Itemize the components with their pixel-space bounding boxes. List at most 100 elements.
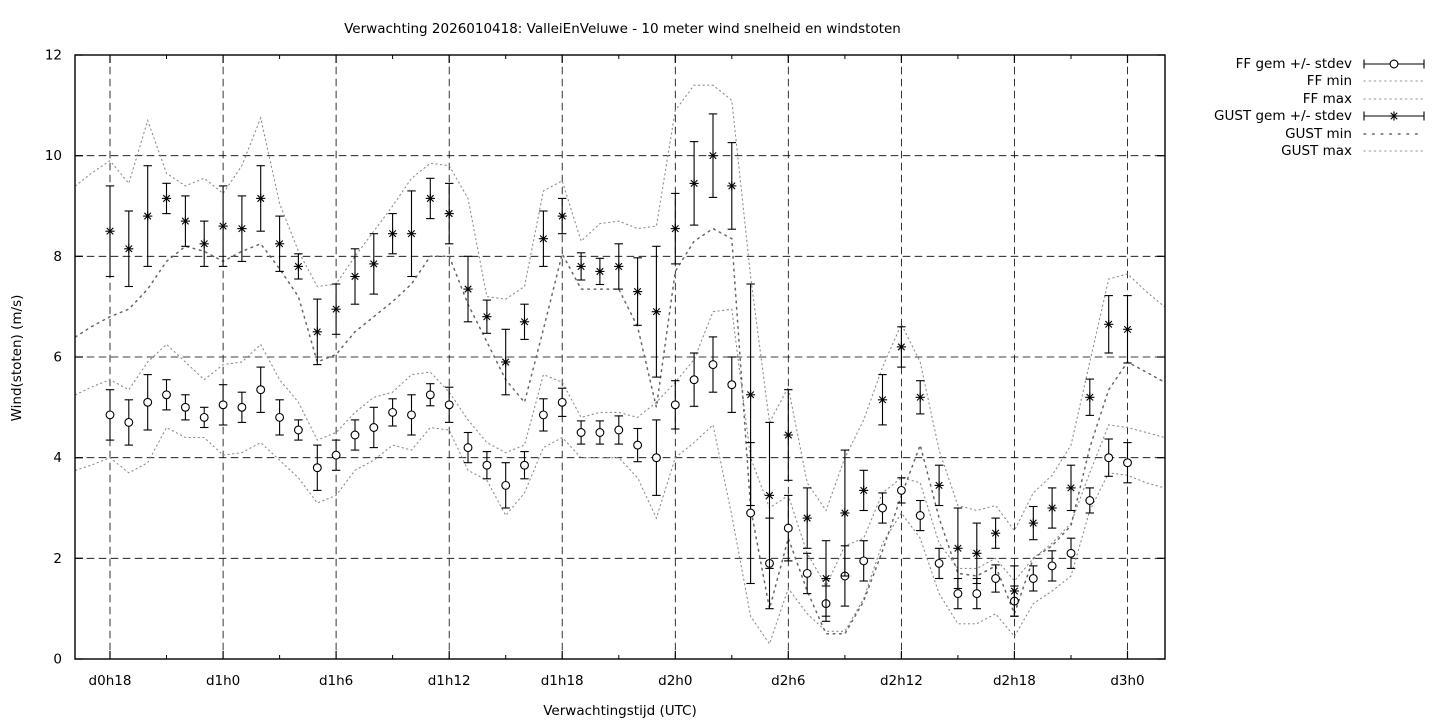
ff-point	[859, 556, 869, 566]
legend: FF gem +/- stdev FF min FF max GUST gem +/-…	[1214, 55, 1426, 160]
ff-point	[520, 460, 529, 470]
ff-point	[199, 412, 209, 422]
gust-point	[802, 513, 812, 523]
legend-item-gust-min: GUST min	[1214, 125, 1426, 143]
gust-point	[972, 548, 982, 558]
y-tick-labels: 0 2 4 6 8 10 12	[45, 48, 62, 668]
gust-point	[237, 224, 247, 234]
ff-point	[501, 480, 511, 490]
ff-point	[256, 385, 266, 395]
ff-point	[350, 430, 360, 440]
ff-point	[312, 463, 322, 473]
ff-point	[331, 450, 341, 460]
ff-min-line	[74, 423, 1166, 646]
legend-label: GUST min	[1285, 125, 1352, 142]
gust-point	[877, 395, 888, 405]
legend-sample-dot-fine	[1363, 150, 1425, 152]
ff-point	[746, 508, 756, 518]
svg-text:d2h18: d2h18	[993, 673, 1036, 689]
ff-point	[425, 390, 435, 400]
gust-point	[256, 193, 266, 203]
legend-item-gust-gem-stdev: GUST gem +/- stdev	[1214, 108, 1426, 126]
gust-point	[143, 211, 153, 221]
gust-point	[180, 216, 190, 226]
gust-point	[670, 224, 680, 234]
ff-point	[1028, 574, 1038, 583]
gust-point	[859, 485, 869, 495]
ff-point	[1066, 548, 1076, 558]
gust-point	[576, 261, 586, 271]
gust-point	[633, 287, 643, 297]
ff-point	[991, 574, 1001, 583]
ff-point	[1123, 458, 1132, 468]
gust-point	[124, 244, 134, 254]
ff-max-line	[74, 308, 1166, 588]
legend-item-gust-max: GUST max	[1214, 143, 1426, 161]
gust-point	[1122, 324, 1133, 334]
ff-point	[953, 589, 963, 599]
ff-point	[972, 589, 982, 599]
x-tick-labels: d0h18 d1h0 d1h6 d1h12 d1h18 d2h0 d2h6 d2h12 d2h1…	[89, 673, 1145, 689]
gust-point	[991, 528, 1001, 538]
ff-point	[878, 503, 887, 513]
svg-text:d1h6: d1h6	[319, 673, 353, 689]
gust-point	[1009, 586, 1019, 596]
gust-point	[764, 490, 775, 500]
ff-point	[1047, 561, 1057, 571]
ff-point	[1085, 496, 1095, 505]
gust-point	[708, 151, 718, 161]
ff-point	[180, 402, 190, 412]
gust-point	[1047, 503, 1057, 513]
legend-label: FF min	[1306, 73, 1352, 90]
gust-point	[218, 221, 228, 231]
ff-point	[689, 375, 699, 385]
ff-point	[557, 397, 567, 407]
legend-label: GUST max	[1281, 143, 1352, 160]
ff-point	[538, 410, 548, 420]
svg-text:2: 2	[53, 551, 62, 567]
ff-point	[614, 425, 624, 435]
gust-max-line	[74, 84, 1166, 532]
gust-point	[275, 239, 285, 249]
grid	[74, 54, 1166, 660]
gust-point	[651, 307, 661, 317]
legend-item-ff-min: FF min	[1214, 73, 1426, 91]
legend-sample-dot-coarse	[1363, 133, 1425, 135]
svg-text:d3h0: d3h0	[1110, 673, 1144, 689]
gust-point	[727, 181, 737, 191]
gust-point	[614, 261, 624, 271]
gust-point	[312, 327, 322, 337]
gust-point	[821, 573, 831, 584]
ff-point	[463, 443, 473, 453]
svg-text:d2h12: d2h12	[880, 673, 923, 689]
gust-point	[406, 229, 417, 239]
ff-point	[388, 407, 398, 417]
svg-text:0: 0	[53, 652, 62, 668]
gust-point	[293, 261, 303, 271]
legend-sample-dot-fine	[1363, 98, 1425, 100]
ff-mean-series	[105, 336, 1132, 622]
ff-point	[143, 397, 153, 407]
gust-point	[161, 193, 172, 203]
legend-label: FF gem +/- stdev	[1235, 55, 1352, 72]
legend-sample-errorbar-star	[1363, 111, 1425, 121]
ff-point	[802, 568, 812, 578]
ff-point	[105, 410, 115, 420]
ff-point	[482, 460, 492, 470]
gust-mean-series	[105, 113, 1133, 617]
gust-point	[444, 209, 454, 219]
ff-point	[275, 412, 285, 422]
ff-point	[218, 400, 228, 410]
svg-text:4: 4	[53, 450, 62, 466]
ff-point	[407, 410, 416, 420]
svg-text:6: 6	[53, 350, 62, 366]
gust-point	[953, 543, 963, 553]
svg-text:d0h18: d0h18	[89, 673, 132, 689]
gust-point	[595, 266, 605, 276]
ff-point	[708, 360, 718, 370]
ff-point	[915, 511, 925, 520]
gust-point	[1104, 319, 1114, 329]
ff-point	[727, 380, 737, 390]
gust-point	[896, 342, 906, 352]
legend-item-ff-max: FF max	[1214, 90, 1426, 108]
